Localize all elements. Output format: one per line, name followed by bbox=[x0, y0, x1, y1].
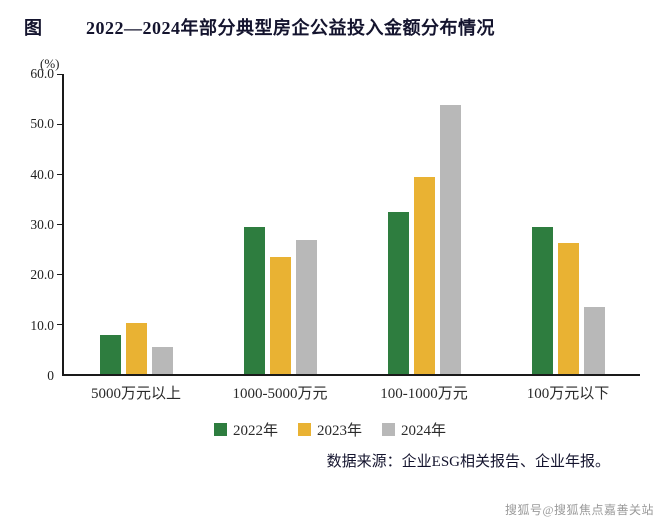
y-tick-mark bbox=[57, 123, 62, 125]
y-tick-mark bbox=[57, 73, 62, 75]
bar bbox=[583, 307, 605, 374]
x-axis-label: 100万元以下 bbox=[526, 386, 610, 402]
x-axis-label: 5000万元以上 bbox=[90, 386, 181, 402]
y-axis-unit-label: (%) bbox=[40, 56, 60, 71]
legend-item: 2022年 bbox=[213, 419, 278, 440]
bar bbox=[557, 243, 579, 374]
bar-group bbox=[496, 74, 640, 374]
bar bbox=[387, 212, 409, 374]
y-tick-mark bbox=[57, 173, 62, 176]
legend-label: 2022年 bbox=[232, 423, 278, 439]
legend-swatch bbox=[382, 423, 395, 436]
y-tick-label: 0 bbox=[47, 368, 54, 383]
legend-label: 2023年 bbox=[316, 423, 362, 439]
figure-title: 2022—2024年部分典型房企公益投入金额分布情况 bbox=[86, 18, 495, 38]
bar bbox=[295, 239, 317, 374]
plot-area bbox=[57, 73, 640, 376]
y-tick-label: 40.0 bbox=[30, 166, 54, 182]
x-axis-label: 1000-5000万元 bbox=[232, 386, 328, 402]
x-axis-spacer bbox=[18, 382, 64, 403]
y-tick-label: 10.0 bbox=[30, 317, 54, 333]
chart-legend: 2022年 2023年 2024年 bbox=[0, 419, 660, 440]
bar-chart: 0 10.0 20.0 30.0 40.0 50.0 60.0 bbox=[18, 66, 640, 383]
bar bbox=[269, 256, 291, 374]
figure-title-row: 图 2022—2024年部分典型房企公益投入金额分布情况 bbox=[0, 0, 660, 40]
y-tick-label: 50.0 bbox=[30, 116, 54, 132]
bar bbox=[243, 226, 265, 374]
bar-group bbox=[208, 74, 352, 374]
bar-group bbox=[352, 74, 496, 374]
y-axis: 0 10.0 20.0 30.0 40.0 50.0 60.0 bbox=[18, 66, 62, 383]
x-axis-labels: 5000万元以上 1000-5000万元 100-1000万元 100万元以下 bbox=[18, 382, 640, 403]
y-tick-mark bbox=[57, 323, 62, 326]
bar bbox=[439, 104, 461, 374]
bar-group bbox=[64, 74, 208, 374]
legend-swatch bbox=[213, 423, 227, 436]
legend-swatch bbox=[297, 423, 311, 436]
legend-item: 2023年 bbox=[297, 419, 362, 440]
y-tick-mark bbox=[57, 273, 62, 276]
legend-label: 2024年 bbox=[401, 423, 447, 439]
y-tick-mark bbox=[57, 223, 62, 225]
data-source-note: 数据来源：企业ESG相关报告、企业年报。 bbox=[326, 454, 610, 470]
bar-groups bbox=[64, 74, 640, 374]
y-tick-label: 30.0 bbox=[30, 217, 54, 232]
bar bbox=[125, 322, 147, 374]
figure-label: 图 bbox=[24, 18, 42, 38]
watermark-text: 搜狐号@搜狐焦点嘉善关站 bbox=[504, 503, 654, 517]
x-axis-label: 100-1000万元 bbox=[380, 386, 468, 402]
y-tick-label: 60.0 bbox=[30, 66, 54, 81]
bar bbox=[151, 347, 173, 374]
legend-item: 2024年 bbox=[382, 419, 446, 440]
bar bbox=[531, 226, 553, 374]
bar bbox=[413, 176, 435, 374]
bar bbox=[99, 334, 121, 374]
y-tick-label: 20.0 bbox=[30, 267, 54, 283]
